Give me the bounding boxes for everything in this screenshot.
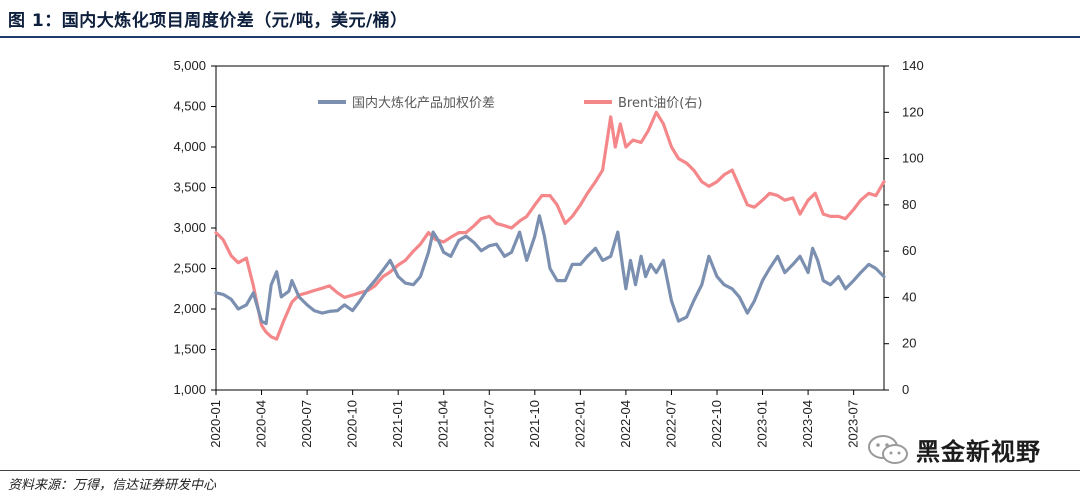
x-tick-label: 2022-10: [709, 400, 724, 448]
x-tick-label: 2022-07: [663, 400, 678, 448]
left-tick-label: 2,500: [173, 261, 206, 276]
plot-area: [215, 65, 885, 391]
x-tick-label: 2020-01: [208, 400, 223, 448]
x-tick-label: 2021-10: [527, 400, 542, 448]
right-tick-label: 80: [902, 197, 916, 212]
x-tick-label: 2023-01: [755, 400, 770, 448]
x-tick-label: 2021-01: [390, 400, 405, 448]
right-tick-label: 0: [902, 382, 909, 397]
x-axis: 2020-01 2020-04 2020-07 2020-10 2021-01 2021-…: [208, 390, 861, 448]
left-y-axis: 1,000 1,500 2,000 2,500 3,000 3,500 4,000 4,500…: [173, 58, 216, 397]
left-tick-label: 4,500: [173, 99, 206, 114]
legend-label-spread: 国内大炼化产品加权价差: [352, 95, 495, 111]
wechat-icon: [868, 434, 908, 464]
legend: 国内大炼化产品加权价差 Brent油价(右): [318, 95, 702, 111]
dual-axis-line-chart: 1,000 1,500 2,000 2,500 3,000 3,500 4,000 4,500…: [173, 58, 924, 448]
right-tick-label: 20: [902, 336, 916, 351]
watermark: 黑金新视野: [866, 432, 1041, 467]
left-tick-label: 3,500: [173, 180, 206, 195]
right-tick-label: 100: [902, 151, 924, 166]
watermark-text: 黑金新视野: [916, 438, 1041, 466]
left-tick-label: 1,500: [173, 342, 206, 357]
brent-line: [214, 110, 886, 341]
spread-line: [214, 214, 886, 326]
x-tick-label: 2021-07: [481, 400, 496, 448]
left-tick-label: 5,000: [173, 58, 206, 73]
right-tick-label: 120: [902, 104, 924, 119]
left-tick-label: 2,000: [173, 301, 206, 316]
x-tick-label: 2020-10: [345, 400, 360, 448]
figure-title: 图 1：国内大炼化项目周度价差（元/吨，美元/桶）: [8, 11, 408, 31]
x-tick-label: 2020-07: [299, 400, 314, 448]
x-tick-label: 2022-04: [618, 400, 633, 448]
source-note: 资料来源：万得，信达证券研发中心: [8, 478, 217, 493]
source-rule: [0, 470, 1080, 471]
right-tick-label: 40: [902, 289, 916, 304]
left-tick-label: 1,000: [173, 382, 206, 397]
x-tick-label: 2023-04: [800, 400, 815, 448]
left-tick-label: 3,000: [173, 220, 206, 235]
x-tick-label: 2020-04: [254, 400, 269, 448]
x-tick-label: 2022-01: [572, 400, 587, 448]
x-tick-label: 2023-07: [846, 400, 861, 448]
x-tick-label: 2021-04: [436, 400, 451, 448]
series-lines: [214, 110, 886, 341]
title-rule: [0, 36, 1080, 38]
right-y-axis: 0 20 40 60 80 100 120 140: [884, 58, 924, 397]
right-tick-label: 140: [902, 58, 924, 73]
left-tick-label: 4,000: [173, 139, 206, 154]
legend-label-brent: Brent油价(右): [618, 96, 702, 111]
right-tick-label: 60: [902, 243, 916, 258]
